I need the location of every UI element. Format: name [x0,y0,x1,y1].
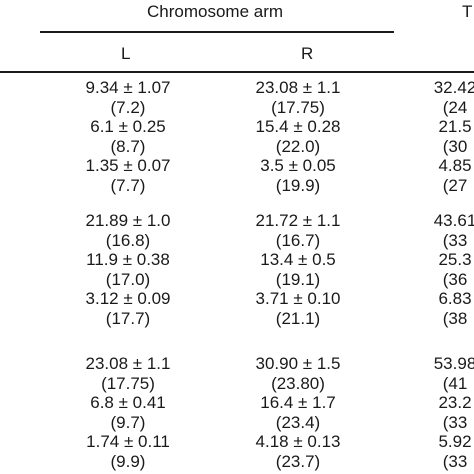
table-cell-l: (9.9) [110,452,146,471]
table-cell-t: (27 [442,176,468,195]
table-cell-t: 4.85 [438,156,472,176]
table-cell-r: (23.7) [275,452,321,471]
header-bottom-rule [0,71,474,73]
table-cell-l: 11.9 ± 0.38 [86,250,170,270]
header-chromosome-arm: Chromosome arm [147,2,284,21]
table-cell-t: 25.3 [438,250,472,270]
table-cell-t: 53.98 [433,354,474,373]
header-col-l: L [121,44,131,63]
table-cell-t: 6.83 [438,289,472,309]
table-cell-l: 9.34 ± 1.07 [85,78,171,97]
table-cell-r: 30.90 ± 1.5 [255,354,341,373]
table-cell-l: 3.12 ± 0.09 [85,289,171,309]
table-cell-r: (23.4) [275,412,321,432]
table-cell-l: (17.7) [105,309,151,328]
header-total-cut: T [462,2,473,21]
table-cell-r: 3.5 ± 0.05 [260,156,336,176]
table-cell-l: 6.1 ± 0.25 [90,117,166,137]
table-cell-l: (17.75) [101,373,155,393]
table-cell-r: (19.1) [275,269,321,289]
table-cell-r: (23.80) [271,373,325,393]
table-cell-r: (22.0) [275,136,321,156]
table-cell-r: 3.71 ± 0.10 [255,289,341,309]
table-cell-l: (7.7) [110,176,146,195]
table-cell-t: 21.5 [438,117,472,137]
table-cell-t: 23.2 [438,393,472,413]
table-cell-r: (16.7) [275,230,321,250]
table-cell-l: (8.7) [110,136,146,156]
table-cell-t: (41 [442,373,468,393]
header-col-r: R [301,44,314,63]
table-cell-l: 1.35 ± 0.07 [85,156,171,176]
table-cell-l: 1.74 ± 0.11 [86,432,170,452]
table-cell-t: (36 [442,269,468,289]
table-cell-r: (21.1) [275,309,321,328]
table-cell-t: (24 [442,97,468,117]
table-cell-t: (33 [442,412,468,432]
table-cell-t: 32.42 [433,78,474,97]
table-cell-l: (17.0) [105,269,151,289]
table-cell-t: (38 [442,309,468,328]
table-cell-r: 16.4 ± 1.7 [260,393,336,413]
table-cell-r: (19.9) [275,176,321,195]
table-cell-r: 13.4 ± 0.5 [260,250,336,270]
table-cell-t: (30 [442,136,468,156]
group-underline [40,31,394,33]
table-cell-r: 21.72 ± 1.1 [255,211,341,230]
table-cell-t: (33 [442,230,468,250]
table-cell-l: (16.8) [105,230,151,250]
table-cell-l: 21.89 ± 1.0 [85,211,171,230]
table-cell-r: 15.4 ± 0.28 [255,117,341,137]
table-cell-t: 5.92 [438,432,472,452]
table-cell-r: 23.08 ± 1.1 [255,78,341,97]
table-cell-l: 6.8 ± 0.41 [90,393,166,413]
table-cell-l: 23.08 ± 1.1 [85,354,171,373]
table-cell-r: 4.18 ± 0.13 [255,432,341,452]
table-cell-t: (33 [442,452,468,471]
table-cell-r: (17.75) [271,97,325,117]
table-cell-t: 43.61 [433,211,474,230]
table-cell-l: (7.2) [110,97,146,117]
table-cell-l: (9.7) [110,412,146,432]
